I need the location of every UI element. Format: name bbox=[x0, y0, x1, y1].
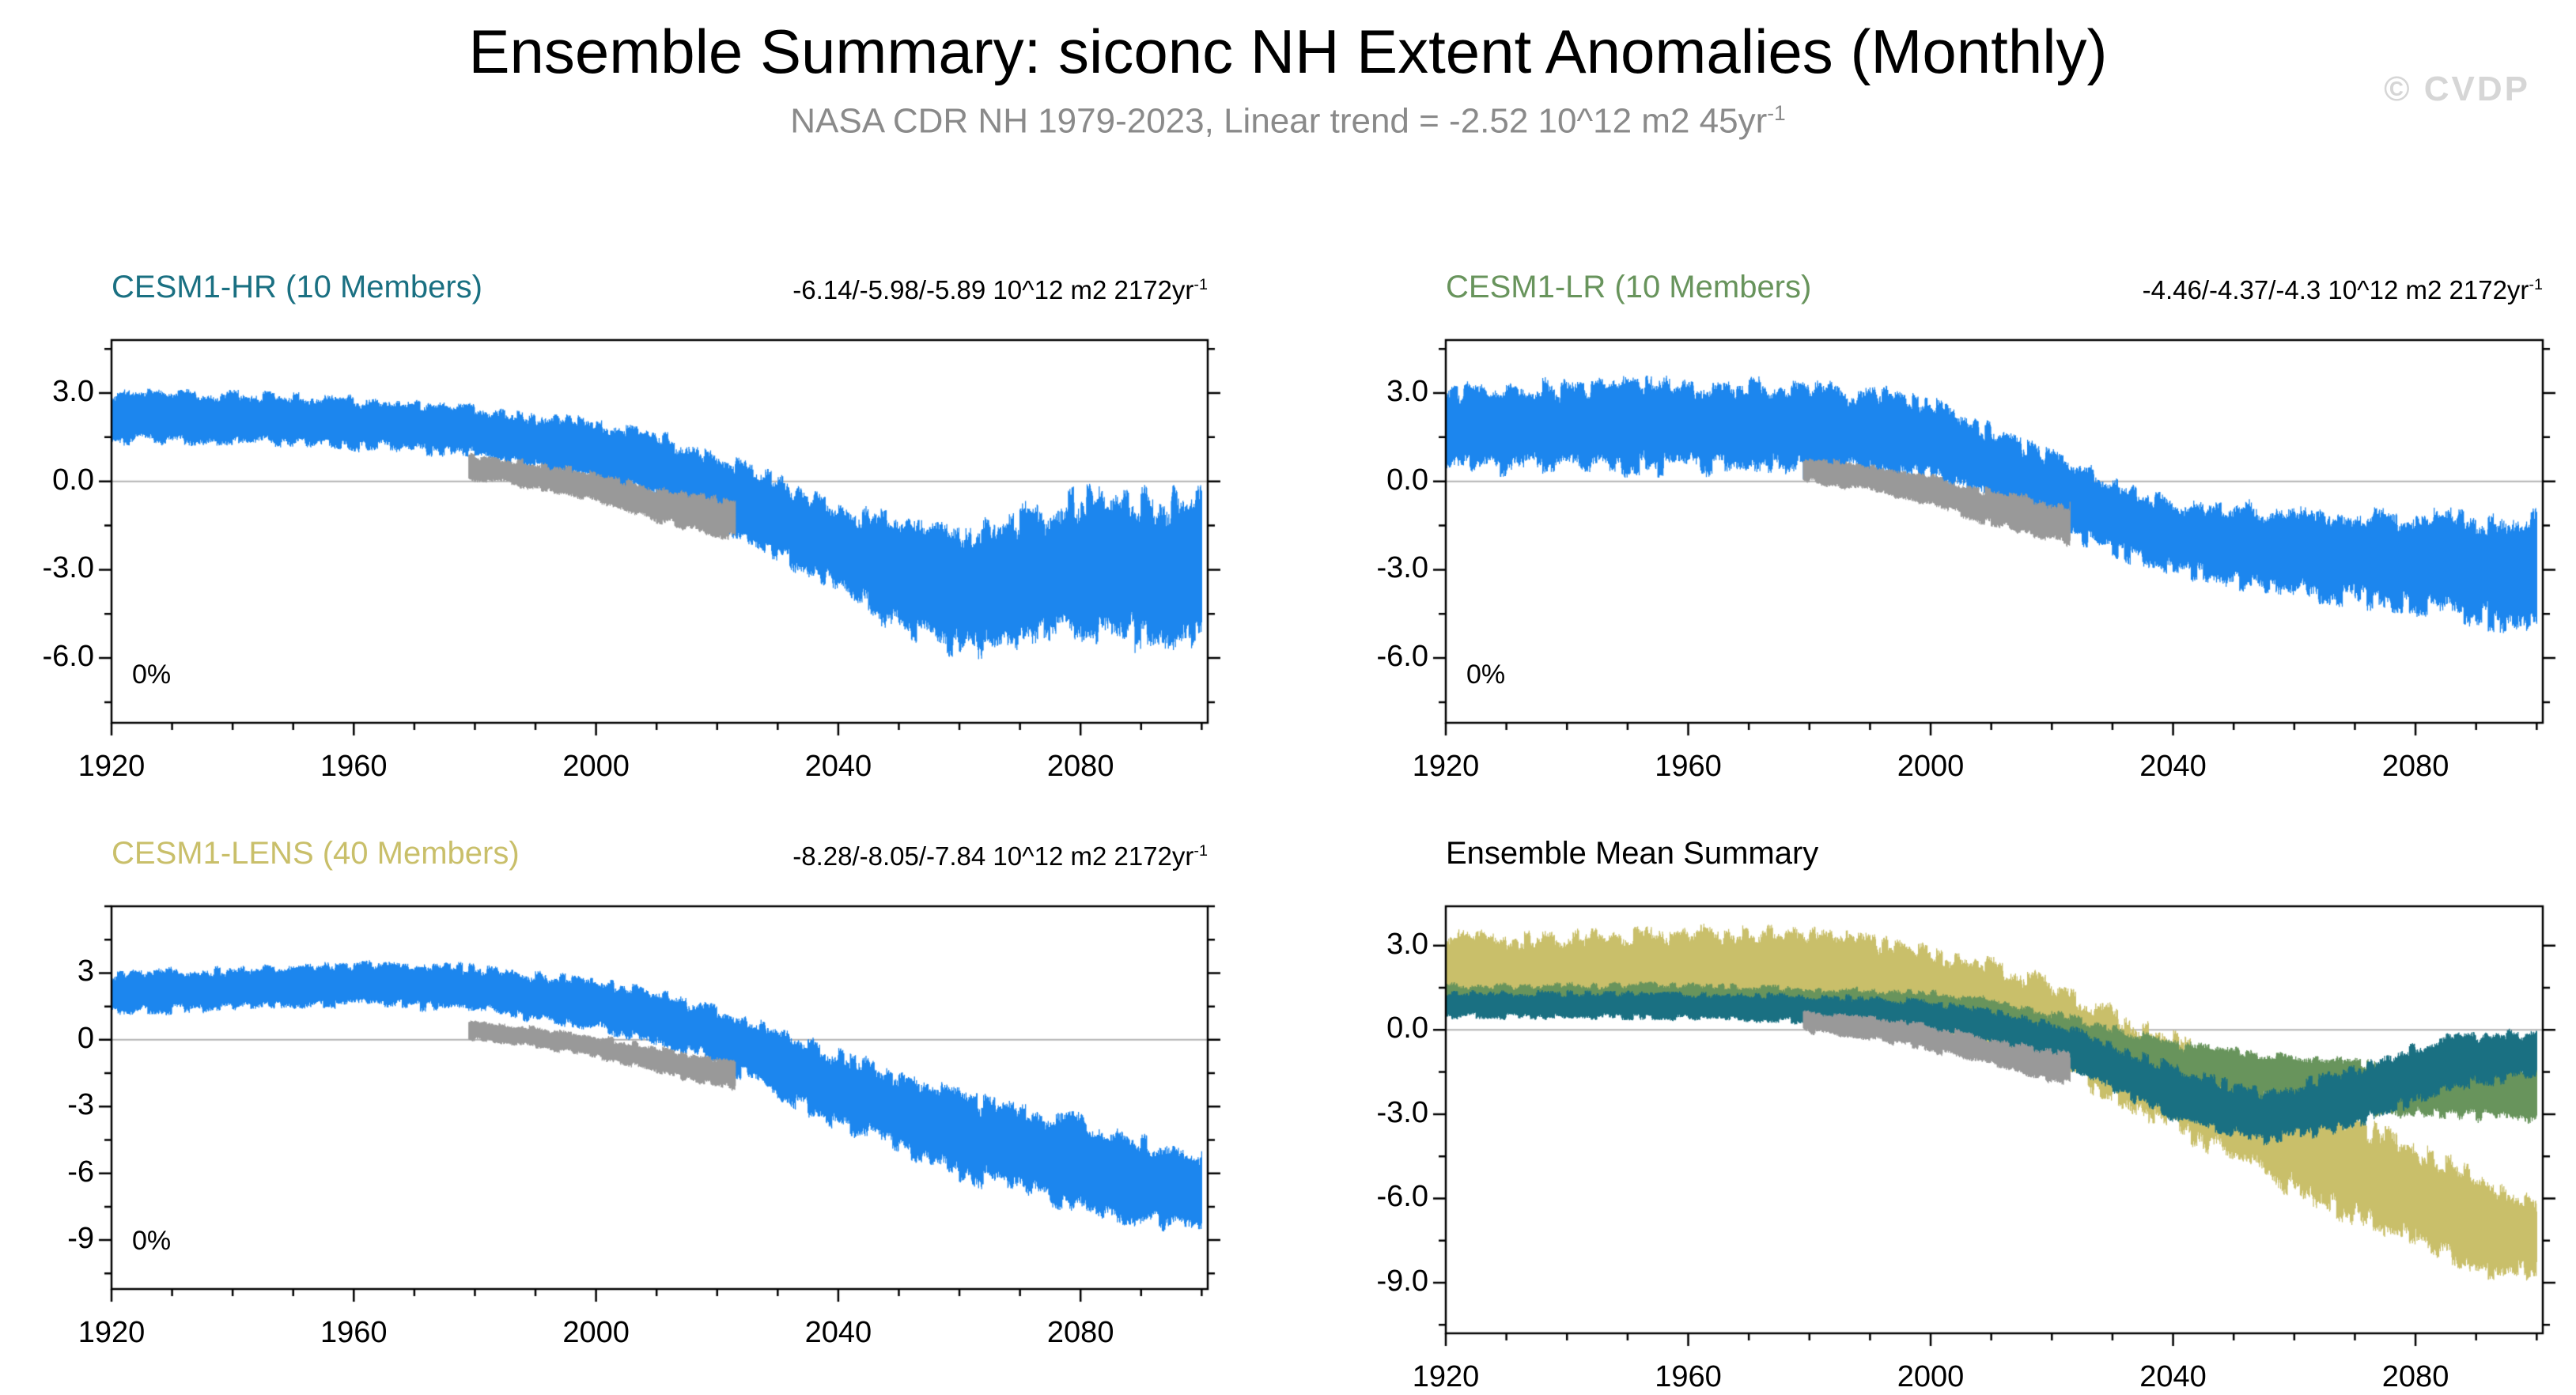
y-tick-label: -3.0 bbox=[1376, 1095, 1428, 1129]
y-tick-label: -3.0 bbox=[42, 551, 94, 585]
plot-canvas-cesm1-lr bbox=[1414, 308, 2574, 754]
trend-text: -8.28/-8.05/-7.84 10^12 m2 2172yr bbox=[792, 841, 1194, 871]
panel-title-ensemble-mean-summary: Ensemble Mean Summary bbox=[1446, 836, 1819, 871]
x-tick-label: 1920 bbox=[1412, 1360, 1480, 1393]
y-tick-label: -9 bbox=[67, 1222, 94, 1256]
panel-header: CESM1-LENS (40 Members) -8.28/-8.05/-7.8… bbox=[112, 821, 1208, 871]
y-tick-label: -3.0 bbox=[1376, 551, 1428, 585]
zero-percent-annotation: 0% bbox=[132, 1226, 172, 1256]
panel-title-cesm1-hr: CESM1-HR (10 Members) bbox=[112, 270, 482, 304]
panel-cesm1-lr: CESM1-LR (10 Members) -4.46/-4.37/-4.3 1… bbox=[1377, 270, 2574, 783]
zero-percent-annotation: 0% bbox=[1466, 660, 1506, 690]
trend-exponent: -1 bbox=[2529, 276, 2543, 293]
y-tick-label: -9.0 bbox=[1376, 1265, 1428, 1299]
y-tick-label: 0.0 bbox=[52, 463, 94, 497]
x-tick-label: 2040 bbox=[804, 1316, 872, 1349]
x-tick-label: 2080 bbox=[2381, 1360, 2449, 1393]
subtitle-exponent: -1 bbox=[1767, 101, 1786, 125]
y-tick-label: -6.0 bbox=[1376, 640, 1428, 674]
panel-title-cesm1-lr: CESM1-LR (10 Members) bbox=[1446, 270, 1812, 304]
x-tick-label: 2080 bbox=[1046, 1316, 1114, 1349]
x-tick-label: 2000 bbox=[562, 1316, 630, 1349]
panel-header: Ensemble Mean Summary bbox=[1446, 821, 2543, 871]
x-tick-label: 1960 bbox=[320, 1316, 388, 1349]
panel-cesm1-lens: CESM1-LENS (40 Members) -8.28/-8.05/-7.8… bbox=[67, 836, 1239, 1349]
trend-label-cesm1-lr: -4.46/-4.37/-4.3 10^12 m2 2172yr-1 bbox=[2143, 275, 2543, 305]
plot-canvas-cesm1-lens bbox=[80, 875, 1239, 1321]
y-tick-label: -6 bbox=[67, 1155, 94, 1189]
x-tick-label: 2080 bbox=[1046, 750, 1114, 783]
trend-label-cesm1-hr: -6.14/-5.98/-5.89 10^12 m2 2172yr-1 bbox=[792, 275, 1208, 305]
figure-subtitle: NASA CDR NH 1979-2023, Linear trend = -2… bbox=[0, 101, 2576, 142]
x-tick-label: 2080 bbox=[2381, 750, 2449, 783]
panel-title-cesm1-lens: CESM1-LENS (40 Members) bbox=[112, 836, 520, 871]
x-tick-label: 2040 bbox=[804, 750, 872, 783]
y-tick-label: 0.0 bbox=[1386, 463, 1428, 497]
trend-label-cesm1-lens: -8.28/-8.05/-7.84 10^12 m2 2172yr-1 bbox=[792, 841, 1208, 871]
y-tick-label: 3.0 bbox=[1386, 375, 1428, 408]
x-tick-label: 1920 bbox=[1412, 750, 1480, 783]
panel-cesm1-hr: CESM1-HR (10 Members) -6.14/-5.98/-5.89 … bbox=[43, 270, 1239, 783]
plot-canvas-ensemble-mean-summary bbox=[1414, 875, 2574, 1365]
panel-header: CESM1-LR (10 Members) -4.46/-4.37/-4.3 1… bbox=[1446, 255, 2543, 305]
trend-text: -6.14/-5.98/-5.89 10^12 m2 2172yr bbox=[792, 275, 1194, 304]
x-tick-label: 2040 bbox=[2139, 750, 2207, 783]
panel-header: CESM1-HR (10 Members) -6.14/-5.98/-5.89 … bbox=[112, 255, 1208, 305]
plot-canvas-cesm1-hr bbox=[80, 308, 1239, 754]
x-tick-label: 2000 bbox=[1897, 1360, 1965, 1393]
x-tick-label: 2000 bbox=[562, 750, 630, 783]
trend-exponent: -1 bbox=[1193, 842, 1208, 860]
x-tick-label: 1920 bbox=[78, 750, 146, 783]
y-tick-label: -6.0 bbox=[1376, 1180, 1428, 1214]
y-tick-label: -6.0 bbox=[42, 640, 94, 674]
x-tick-label: 1960 bbox=[320, 750, 388, 783]
figure-title: Ensemble Summary: siconc NH Extent Anoma… bbox=[468, 17, 2108, 86]
zero-percent-annotation: 0% bbox=[132, 660, 172, 690]
y-tick-label: 0.0 bbox=[1386, 1011, 1428, 1045]
y-tick-label: 3.0 bbox=[1386, 927, 1428, 961]
cvdp-watermark: © CVDP bbox=[2384, 70, 2530, 108]
subtitle-text: NASA CDR NH 1979-2023, Linear trend = -2… bbox=[790, 101, 1768, 141]
y-tick-label: 0 bbox=[77, 1021, 94, 1055]
x-tick-label: 1920 bbox=[78, 1316, 146, 1349]
y-tick-label: -3 bbox=[67, 1088, 94, 1122]
y-tick-label: 3 bbox=[77, 955, 94, 989]
trend-exponent: -1 bbox=[1193, 276, 1208, 293]
x-tick-label: 1960 bbox=[1655, 1360, 1722, 1393]
x-tick-label: 2000 bbox=[1897, 750, 1965, 783]
x-tick-label: 2040 bbox=[2139, 1360, 2207, 1393]
y-tick-label: 3.0 bbox=[52, 375, 94, 408]
trend-text: -4.46/-4.37/-4.3 10^12 m2 2172yr bbox=[2142, 275, 2529, 304]
panel-ensemble-mean-summary: Ensemble Mean Summary 1920 1960 2000 2040 20… bbox=[1377, 836, 2574, 1393]
x-tick-label: 1960 bbox=[1655, 750, 1722, 783]
